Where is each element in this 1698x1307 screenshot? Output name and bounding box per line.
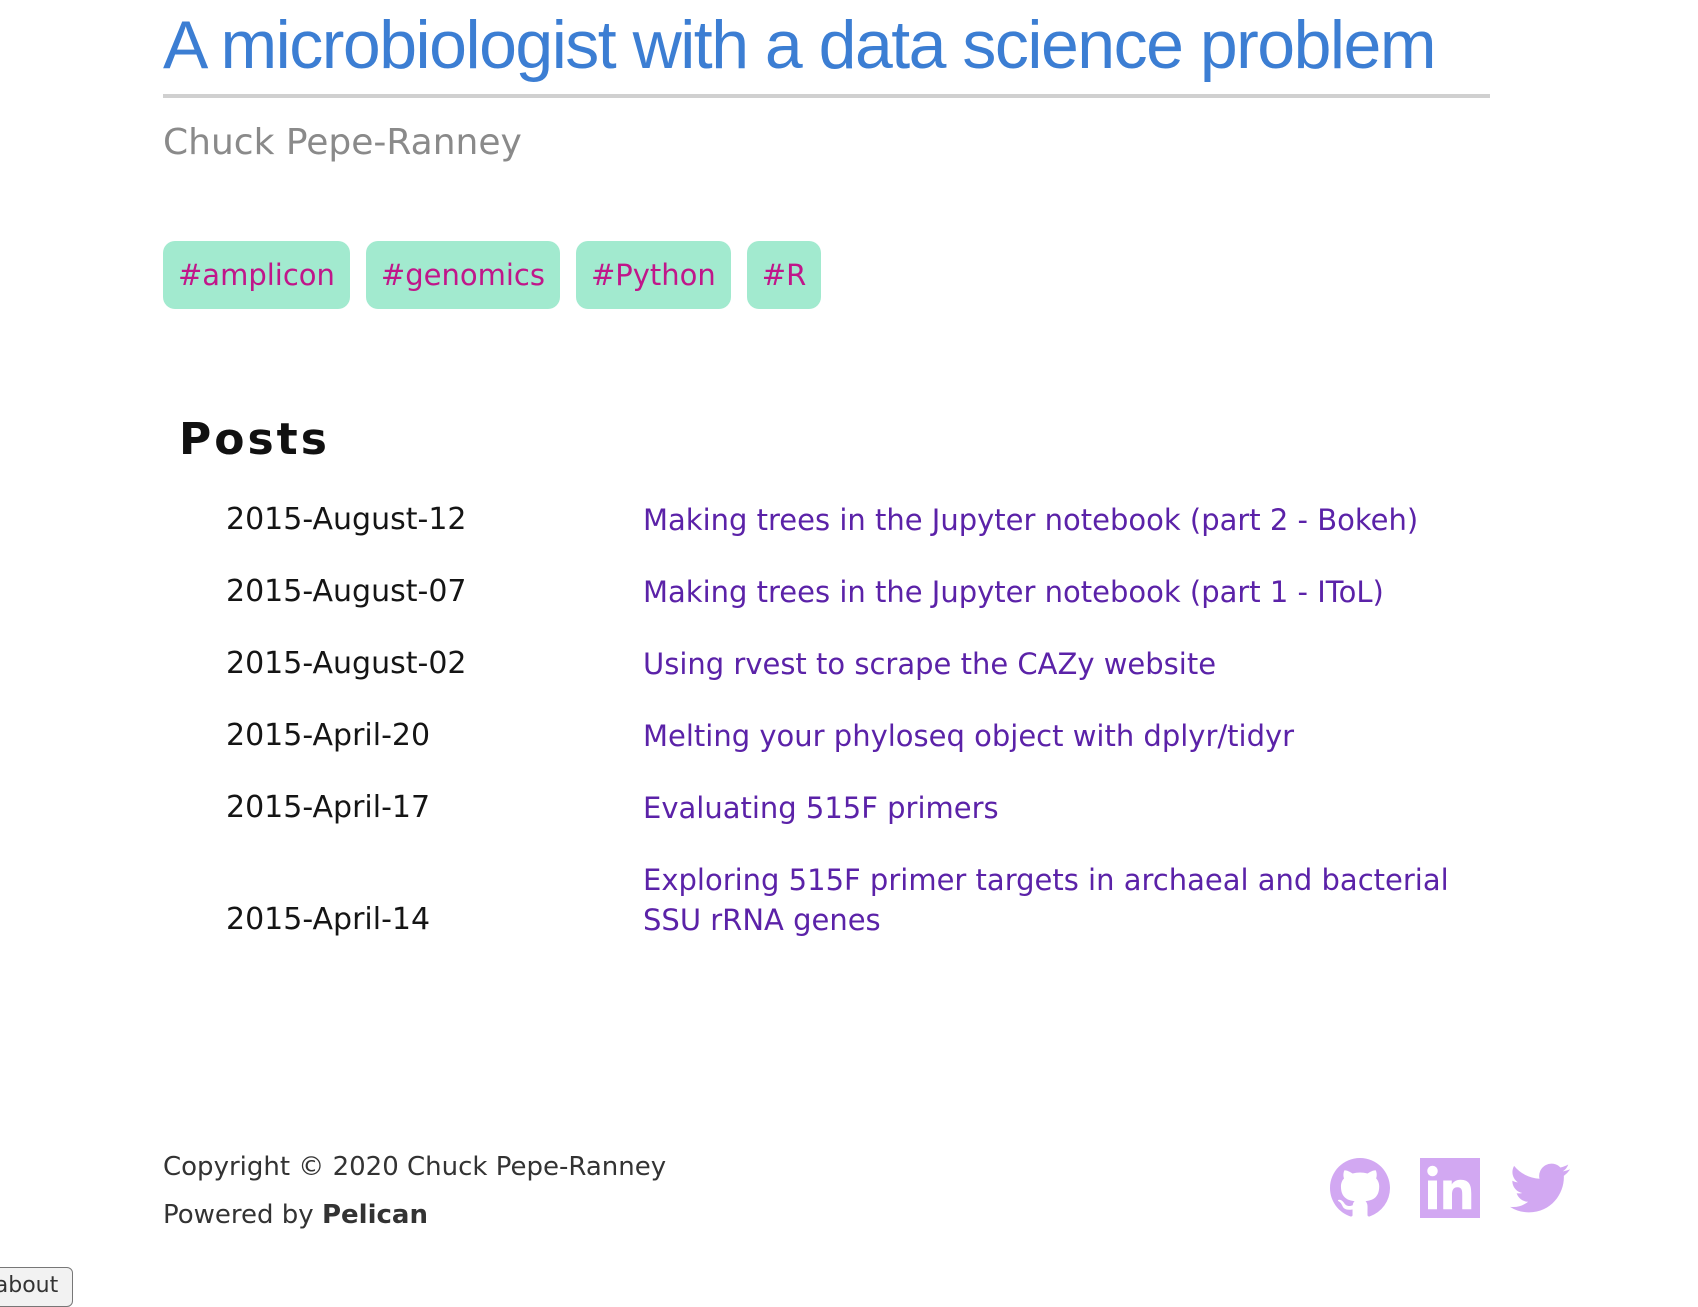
post-date: 2015-August-02 [226,646,467,681]
post-link[interactable]: Making trees in the Jupyter notebook (pa… [643,575,1384,609]
tag-python[interactable]: #Python [575,241,731,309]
about-tab[interactable]: about [0,1267,73,1307]
tag-genomics[interactable]: #genomics [365,241,560,309]
github-icon [1330,1158,1390,1217]
site-title[interactable]: A microbiologist with a data science pro… [163,7,1437,83]
post-link[interactable]: Exploring 515F primer targets in archaea… [643,863,1449,937]
copyright-text: Copyright © 2020 Chuck Pepe-Ranney [163,1152,667,1182]
post-link[interactable]: Evaluating 515F primers [643,791,999,825]
powered-by: Powered by Pelican [163,1197,428,1233]
post-date: 2015-April-17 [226,790,431,825]
linkedin-link[interactable] [1420,1158,1480,1218]
post-date: 2015-April-20 [226,718,431,753]
github-link[interactable] [1330,1158,1390,1218]
tag-list: #amplicon #genomics #Python #R [163,241,822,309]
post-link[interactable]: Melting your phyloseq object with dplyr/… [643,719,1295,753]
twitter-icon [1510,1163,1570,1213]
posts-heading: Posts [179,414,330,465]
powered-by-prefix: Powered by [163,1200,322,1230]
post-link[interactable]: Making trees in the Jupyter notebook (pa… [643,503,1419,537]
social-links [1330,1158,1570,1218]
post-date: 2015-August-07 [226,574,467,609]
post-date: 2015-April-14 [226,902,431,937]
tag-amplicon[interactable]: #amplicon [163,241,350,309]
post-link[interactable]: Using rvest to scrape the CAZy website [643,647,1217,681]
author-name: Chuck Pepe-Ranney [163,122,522,163]
twitter-link[interactable] [1510,1158,1570,1218]
post-date: 2015-August-12 [226,502,467,537]
title-divider [163,94,1490,98]
linkedin-icon [1420,1158,1480,1218]
tag-r[interactable]: #R [746,241,822,309]
pelican-link[interactable]: Pelican [321,1200,428,1230]
